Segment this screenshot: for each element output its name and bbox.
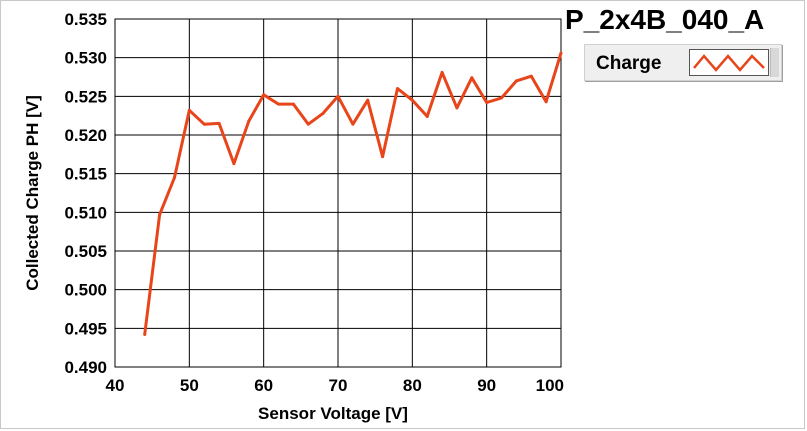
data-point: [470, 76, 474, 80]
series-points: [143, 51, 563, 337]
y-tick-label: 0.495: [64, 319, 107, 338]
data-point: [143, 333, 147, 337]
y-tick-label: 0.500: [64, 281, 107, 300]
data-point: [247, 119, 251, 123]
x-tick-label: 100: [536, 376, 564, 395]
data-point: [172, 176, 176, 180]
y-tick-label: 0.515: [64, 165, 107, 184]
data-point: [514, 79, 518, 83]
data-point: [500, 96, 504, 100]
y-axis-label: Collected Charge PH [V]: [23, 95, 42, 291]
data-point: [336, 94, 340, 98]
legend-scrollbar[interactable]: [770, 48, 779, 77]
grid-lines: [114, 18, 562, 368]
data-point: [395, 87, 399, 91]
x-tick-label: 40: [106, 376, 125, 395]
legend[interactable]: Charge: [584, 44, 782, 81]
data-point: [306, 122, 310, 126]
data-point: [440, 70, 444, 74]
data-point: [559, 51, 563, 55]
data-point: [158, 213, 162, 217]
legend-label-charge: Charge: [596, 53, 662, 74]
data-point: [202, 122, 206, 126]
data-point: [187, 108, 191, 112]
data-point: [351, 122, 355, 126]
x-axis-label: Sensor Voltage [V]: [258, 404, 408, 423]
data-point: [410, 98, 414, 102]
data-point: [381, 155, 385, 159]
x-tick-label: 60: [254, 376, 273, 395]
x-axis-ticks: 40 50 60 70 80 90 100: [106, 376, 564, 395]
y-tick-label: 0.510: [64, 203, 107, 222]
x-tick-label: 70: [329, 376, 348, 395]
y-tick-label: 0.525: [64, 87, 107, 106]
data-point: [529, 74, 533, 78]
data-point: [277, 102, 281, 106]
data-point: [544, 100, 548, 104]
y-tick-label: 0.535: [64, 10, 107, 29]
data-point: [425, 114, 429, 118]
data-point: [485, 101, 489, 105]
y-axis-ticks: 0.490 0.495 0.500 0.505 0.510 0.515 0.520 0.525…: [64, 10, 107, 377]
chart-title: P_2x4B_040_A: [565, 4, 765, 35]
x-tick-label: 50: [180, 376, 199, 395]
y-tick-label: 0.520: [64, 126, 107, 145]
legend-swatch-charge[interactable]: [689, 49, 769, 76]
y-tick-label: 0.505: [64, 242, 107, 261]
y-tick-label: 0.530: [64, 49, 107, 68]
data-point: [291, 102, 295, 106]
data-point: [217, 121, 221, 125]
x-tick-label: 80: [403, 376, 422, 395]
data-point: [455, 106, 459, 110]
data-point: [366, 98, 370, 102]
y-tick-label: 0.490: [64, 358, 107, 377]
data-point: [262, 93, 266, 97]
data-point: [232, 162, 236, 166]
x-tick-label: 90: [477, 376, 496, 395]
data-point: [321, 111, 325, 115]
legend-swatch-icon: [693, 54, 765, 72]
